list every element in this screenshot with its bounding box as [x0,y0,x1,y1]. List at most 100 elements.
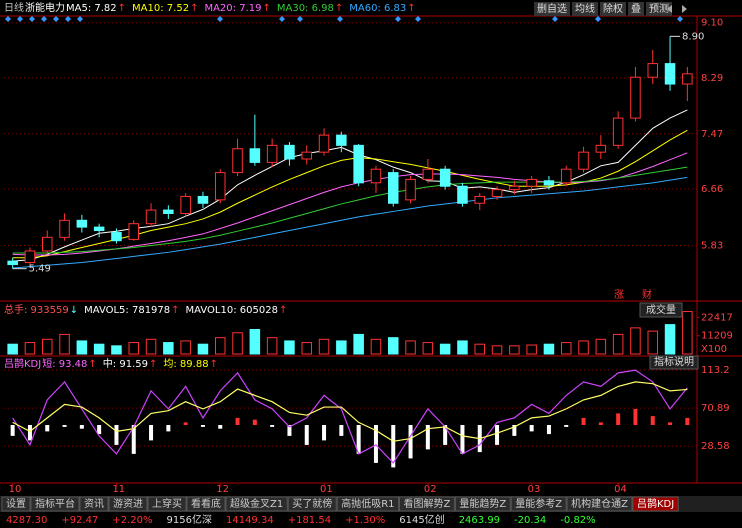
tab-bg [225,496,288,512]
event-marker [217,16,223,22]
kdj-bar [598,422,603,425]
volume-bar [405,340,416,355]
legend-label: ↓ [70,305,78,316]
volume-bar [111,345,122,355]
candle-body [284,144,295,160]
legend-label: MAVOL10: 605028 [186,305,278,316]
x-tick-label: 11 [112,484,125,495]
kdj-bar [304,425,309,445]
event-marker [279,16,285,22]
y-tick-label: 8.29 [701,73,723,84]
volume-bar [7,343,18,355]
status-item: -0.82% [560,515,595,526]
toolbar-button[interactable]: 均线 [575,2,595,15]
nav-arrows[interactable] [667,5,687,13]
y-tick-label: 11209 [701,331,733,342]
kdj-bar [183,422,188,425]
tab[interactable]: 量能趋势Z [459,497,506,510]
candle-body [578,151,589,170]
kdj-bar [685,417,690,425]
candle-body [249,148,261,163]
event-marker [395,16,401,22]
volume-bar [163,342,174,355]
y-tick-label: 70.89 [701,403,730,414]
volume-button[interactable]: 成交量 [646,303,676,316]
legend-label: ↑ [149,359,157,370]
tab[interactable]: 量能参考Z [515,497,562,510]
toolbar-button[interactable]: 删自选 [537,2,567,15]
volume-bar [301,342,313,355]
toolbar-button[interactable]: 除权 [603,2,623,15]
tab[interactable]: 看图解势Z [404,497,451,510]
status-item: 2463.99 [459,515,500,526]
y-tick-label: 5.83 [701,240,723,251]
x-tick-label: 04 [614,484,627,495]
tab[interactable]: 资讯 [84,498,104,510]
legend-label: ↑ [407,3,415,14]
tab[interactable]: 指标平台 [35,497,75,510]
candle-body [41,236,53,252]
tab[interactable]: 游资进 [113,497,143,510]
legend-label: ↑ [88,359,96,370]
tab[interactable]: 设置 [6,498,26,510]
toolbar-button-bg [646,2,672,16]
candle-body [145,209,157,225]
legend-label: ↑ [171,305,179,316]
kdj-bar [235,417,240,425]
kdj-bar [270,425,275,427]
candle-body [353,144,364,184]
tab[interactable]: 吕鹊KDJ [637,497,674,510]
tab[interactable]: 上穿买 [152,497,182,510]
kdj-bar [218,425,223,429]
candle-body [595,144,607,153]
volume-bar [647,330,659,355]
tab[interactable]: 超级金叉Z1 [230,497,283,510]
volume-bar [612,333,624,355]
candle-body [526,178,537,187]
toolbar-button[interactable]: 预测 [649,2,669,15]
tab[interactable]: 机构建仓通Z [571,497,628,510]
x-tick-label: 02 [424,484,437,495]
volume-bar [41,338,53,355]
badge[interactable]: 涨 [614,289,624,301]
volume-bar [664,324,676,355]
volume-bar [353,333,364,355]
volume-bar [491,345,503,355]
tab-bg [30,496,80,512]
status-item: +1.30% [345,515,385,526]
legend-label: 浙能电力 [25,1,65,14]
event-marker [595,16,601,22]
volume-bar [595,338,607,355]
badge[interactable]: 财 [642,288,652,301]
legend-label: MA30: 6.98 [277,3,334,14]
legend-label: ↑ [118,3,126,14]
candle-body [387,172,399,204]
candle-body [59,219,70,238]
indicator-button[interactable]: 指标说明 [654,355,694,368]
candle-body [318,134,330,153]
candle-body [197,195,209,204]
annotation: 8.90 [682,31,704,42]
y-tick-label: 6.66 [701,184,723,195]
indicator-button-bg [649,355,699,370]
tab[interactable]: 看看底 [191,497,221,510]
tab[interactable]: 买了就傍 [292,497,332,510]
legend-label: 日线 [4,1,24,14]
event-marker [415,16,421,22]
y-tick-label: 113.2 [701,365,730,376]
legend-label: 均: 89.88 [163,358,208,370]
kdj-bar [529,425,534,432]
candle-body [543,180,555,186]
candle-body [370,168,382,184]
volume-bar [578,340,589,355]
kdj-bar [131,425,136,454]
toolbar-button[interactable]: 叠 [631,3,641,15]
candle-body [301,151,313,160]
kdj-line [12,369,688,464]
tab[interactable]: 高抛低吸R1 [341,497,394,510]
kdj-bar [62,425,67,427]
volume-bar [509,345,520,355]
ma-line [12,166,688,254]
volume-bar [249,329,261,355]
status-item: 9156亿深 [167,513,212,526]
